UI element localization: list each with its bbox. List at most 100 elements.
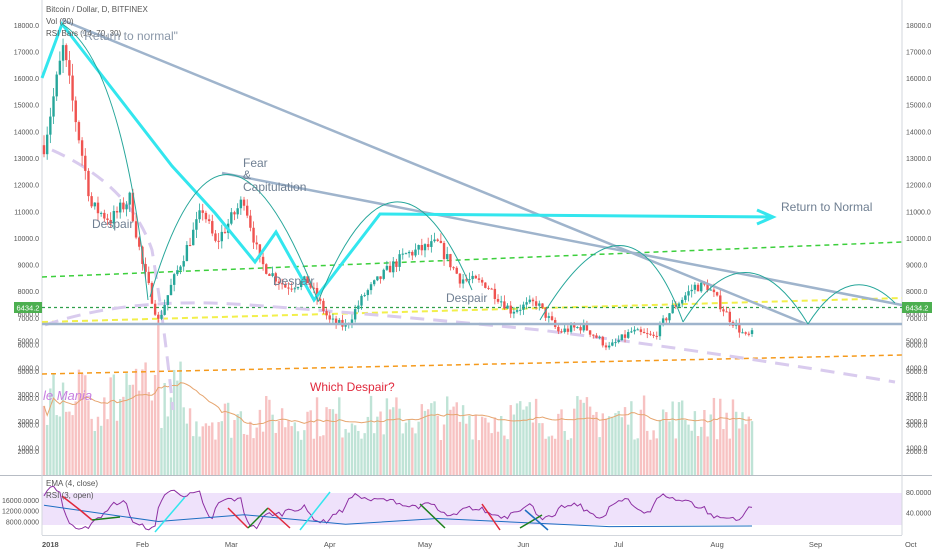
last-price-badge-right — [902, 302, 932, 313]
volume-bar — [49, 388, 52, 475]
volume-bar — [58, 416, 62, 475]
candlestick-series — [42, 38, 754, 351]
volume-bar — [595, 411, 598, 475]
candle-body — [642, 331, 646, 334]
candle-body — [525, 302, 528, 305]
candle-body — [271, 273, 274, 276]
despair-annotation-1: Despair — [92, 217, 133, 231]
volume-bar — [611, 416, 614, 475]
candle-body — [106, 218, 109, 220]
volume-bar — [465, 423, 468, 475]
candle-body — [131, 192, 135, 222]
volume-bar — [388, 409, 392, 475]
rsi-indicator-label: RSI (3, open) — [46, 491, 94, 500]
candle-body — [557, 326, 560, 332]
candle-body — [268, 273, 271, 276]
last-price-left: 6434.2 — [17, 304, 40, 313]
volume-bar — [255, 427, 258, 475]
candle-body — [404, 253, 408, 255]
rsi-bars-label: RSI Bars (14, 70, 30) — [46, 29, 121, 38]
volume-bar — [277, 420, 281, 475]
volume-bar — [366, 416, 370, 475]
candle-body — [319, 298, 322, 301]
time-tick: 2018 — [42, 540, 59, 549]
candle-body — [52, 96, 55, 117]
volume-bar — [541, 423, 544, 475]
rsi-line — [43, 485, 753, 531]
candle-body — [84, 155, 87, 171]
volume-bar — [172, 369, 176, 475]
volume-tick-left: 6000.0 — [18, 312, 40, 319]
candle-body — [455, 267, 458, 274]
volume-bar — [166, 416, 170, 475]
candle-body — [687, 291, 690, 296]
candle-body — [325, 311, 328, 316]
volume-bar — [341, 437, 344, 475]
candle-body — [490, 288, 493, 290]
volume-bar — [169, 397, 173, 475]
candle-body — [646, 333, 649, 335]
price-tick-left: 12000.0 — [14, 183, 39, 190]
volume-bar — [592, 414, 595, 475]
candle-body — [706, 284, 709, 291]
candle-body — [544, 307, 547, 318]
candle-body — [280, 283, 284, 285]
volume-bar — [712, 397, 716, 475]
lower-downtrend-line — [221, 171, 903, 307]
volume-bar — [99, 425, 103, 475]
candle-body — [233, 212, 236, 215]
candle-body — [55, 74, 58, 97]
yellow-dashed-trendline — [41, 297, 903, 323]
price-tick-left: 5000.0 — [18, 369, 40, 376]
price-tick-left: 18000.0 — [14, 23, 39, 30]
candle-body — [693, 284, 697, 290]
volume-bar — [665, 412, 668, 475]
candle-body — [417, 244, 420, 250]
volume-bar — [138, 390, 141, 475]
volume-bar — [747, 416, 751, 475]
candle-body — [430, 241, 433, 247]
candle-body — [401, 253, 404, 255]
volume-bar — [423, 410, 427, 475]
candle-body — [465, 279, 468, 281]
candle-body — [471, 275, 474, 280]
candle-body — [684, 295, 687, 300]
volume-bar — [744, 424, 747, 475]
volume-bar — [131, 384, 135, 475]
volume-bar — [449, 409, 452, 475]
zigzag-red-4 — [481, 503, 501, 531]
volume-bar — [426, 409, 430, 475]
candle-body — [550, 316, 554, 320]
volume-tick-right: 2000.0 — [906, 419, 928, 426]
candle-body — [138, 237, 141, 247]
arc-apr-jun — [317, 201, 473, 303]
candle-body — [185, 245, 189, 262]
volume-bar — [312, 438, 316, 475]
volume-bar — [738, 428, 741, 475]
volume-indicator-label: Vol (20) — [46, 17, 74, 26]
candle-body — [274, 273, 277, 282]
candle-body — [623, 334, 627, 338]
candle-body — [277, 281, 281, 284]
price-tick-right: 3000.0 — [906, 422, 928, 429]
candle-body — [328, 315, 331, 320]
candle-body — [382, 269, 385, 279]
candle-body — [655, 335, 658, 337]
volume-bar — [671, 401, 674, 475]
time-tick: Jun — [517, 540, 529, 549]
price-tick-left: 8000.0 — [18, 289, 40, 296]
candle-body — [150, 283, 154, 304]
price-tick-right: 10000.0 — [906, 236, 931, 243]
volume-bar — [404, 422, 408, 475]
volume-bar — [652, 430, 655, 475]
volume-bar — [493, 417, 497, 475]
volume-bar — [411, 427, 414, 475]
candle-body — [407, 251, 411, 254]
volume-tick-right: 5000.0 — [906, 339, 928, 346]
volume-tick-right: 1000.0 — [906, 446, 928, 453]
candle-body — [601, 336, 604, 346]
time-tick: Feb — [136, 540, 149, 549]
zigzag-blue-4 — [524, 509, 549, 531]
volume-average-line — [43, 382, 753, 426]
volume-bar — [274, 432, 277, 475]
